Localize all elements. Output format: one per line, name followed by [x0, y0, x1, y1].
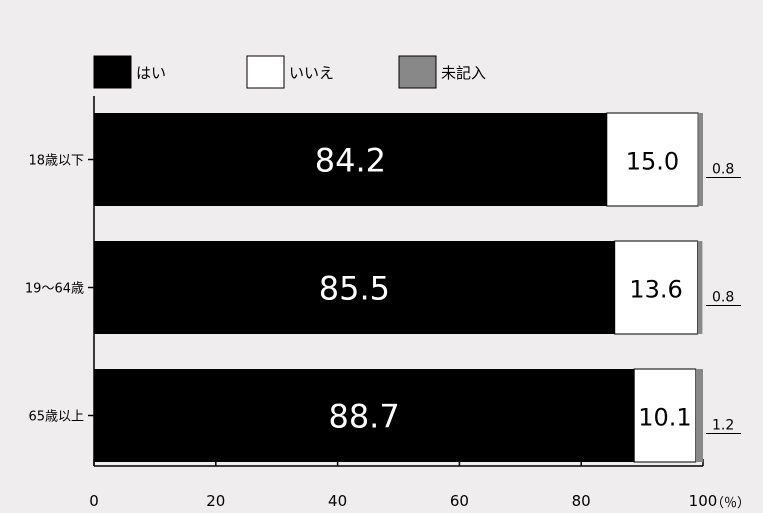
- x-tick-label-100: 100: [689, 492, 718, 510]
- legend-swatch-3: [398, 55, 437, 89]
- data-label-1-1: 84.2: [315, 142, 386, 180]
- x-tick-label-80: 80: [572, 492, 591, 510]
- legend-swatch-1: [93, 55, 132, 89]
- legend-label-2: いいえ: [289, 64, 334, 82]
- legend-label-3: 未記入: [441, 64, 486, 82]
- category-label-2: 19～64歳: [25, 282, 84, 297]
- bar-3-1: [94, 369, 635, 462]
- data-label-1-3: 0.8: [712, 162, 734, 178]
- data-label-2-1: 85.5: [319, 270, 390, 308]
- bar-3-2: [633, 368, 697, 463]
- x-tick-label-0: 0: [89, 492, 99, 510]
- data-label-2-2: 13.6: [629, 276, 682, 304]
- bar-1-2: [606, 112, 699, 207]
- x-tick-label-20: 20: [206, 492, 225, 510]
- bar-3-3: [695, 369, 703, 462]
- bar-1-3: [698, 113, 703, 206]
- data-label-3-2: 10.1: [638, 404, 691, 432]
- bar-2-3: [697, 241, 703, 334]
- legend-swatch-2: [246, 55, 285, 89]
- x-tick-label-40: 40: [328, 492, 347, 510]
- category-label-3: 65歳以上: [28, 410, 84, 425]
- bar-2-1: [94, 241, 615, 334]
- data-label-3-1: 88.7: [328, 398, 399, 436]
- category-label-1: 18歳以下: [28, 154, 84, 169]
- x-tick-label-60: 60: [450, 492, 469, 510]
- bar-2-2: [614, 240, 699, 335]
- legend-label-1: はい: [136, 64, 166, 82]
- data-label-3-3: 1.2: [712, 418, 734, 434]
- bar-1-1: [94, 113, 607, 206]
- unit-label: （％）: [711, 496, 750, 511]
- data-label-2-3: 0.8: [712, 290, 734, 306]
- data-label-1-2: 15.0: [626, 148, 679, 176]
